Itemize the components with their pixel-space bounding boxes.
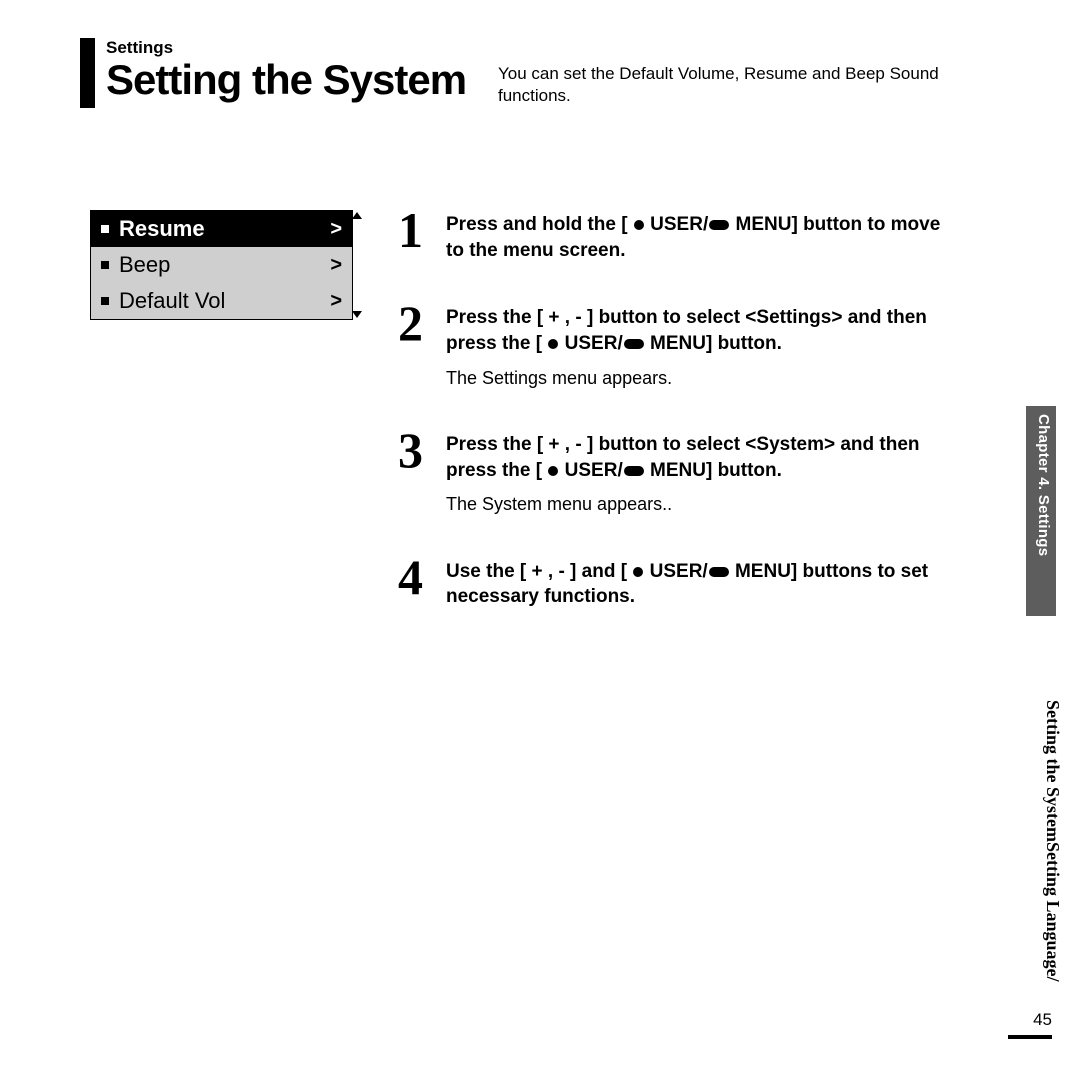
steps-list: 1Press and hold the [ USER/ MENU] button…	[398, 208, 958, 648]
left-accent-bar	[80, 38, 95, 108]
scrollbar	[352, 211, 361, 319]
pill-icon	[624, 466, 644, 476]
dot-icon	[633, 567, 643, 577]
step-number: 2	[398, 301, 446, 346]
page-number: 45	[1033, 1010, 1052, 1030]
step-number: 3	[398, 428, 446, 473]
bullet-icon	[101, 261, 109, 269]
step-body: Press and hold the [ USER/ MENU] button …	[446, 208, 958, 263]
bullet-icon	[101, 297, 109, 305]
pill-icon	[709, 220, 729, 230]
device-screenshot: Resume>Beep>Default Vol>	[90, 210, 353, 320]
step: 2Press the [ + , - ] button to select <S…	[398, 301, 958, 390]
scroll-down-icon	[352, 311, 362, 318]
step: 4Use the [ + , - ] and [ USER/ MENU] but…	[398, 555, 958, 610]
dot-icon	[548, 466, 558, 476]
step-body: Press the [ + , - ] button to select <Se…	[446, 301, 958, 390]
step-number: 4	[398, 555, 446, 600]
section-side-label: Setting the System Setting Language/	[1042, 700, 1062, 982]
chevron-right-icon: >	[330, 218, 342, 241]
dot-icon	[634, 220, 644, 230]
header: Settings Setting the System	[106, 38, 466, 104]
menu-item: Default Vol>	[91, 283, 352, 319]
chapter-tab: Chapter 4. Settings	[1026, 406, 1056, 616]
menu-item: Beep>	[91, 247, 352, 283]
step-result: The Settings menu appears.	[446, 367, 958, 390]
step-body: Use the [ + , - ] and [ USER/ MENU] butt…	[446, 555, 958, 610]
menu-item-label: Beep	[119, 252, 330, 278]
scroll-up-icon	[352, 212, 362, 219]
step-instruction: Press the [ + , - ] button to select <Se…	[446, 305, 958, 356]
step-body: Press the [ + , - ] button to select <Sy…	[446, 428, 958, 517]
menu-item-label: Default Vol	[119, 288, 330, 314]
bullet-icon	[101, 225, 109, 233]
step: 1Press and hold the [ USER/ MENU] button…	[398, 208, 958, 263]
menu-item: Resume>	[91, 211, 352, 247]
chevron-right-icon: >	[330, 290, 342, 313]
pill-icon	[709, 567, 729, 577]
step: 3Press the [ + , - ] button to select <S…	[398, 428, 958, 517]
page-number-rule	[1008, 1035, 1052, 1039]
intro-text: You can set the Default Volume, Resume a…	[498, 63, 968, 107]
step-instruction: Press the [ + , - ] button to select <Sy…	[446, 432, 958, 483]
side-line-2: Setting the System	[1042, 700, 1062, 842]
step-result: The System menu appears..	[446, 493, 958, 516]
step-instruction: Use the [ + , - ] and [ USER/ MENU] butt…	[446, 559, 958, 610]
section-label: Settings	[106, 38, 466, 58]
step-number: 1	[398, 208, 446, 253]
side-line-1: Setting Language/	[1042, 842, 1062, 982]
menu-item-label: Resume	[119, 216, 330, 242]
step-instruction: Press and hold the [ USER/ MENU] button …	[446, 212, 958, 263]
chevron-right-icon: >	[330, 254, 342, 277]
dot-icon	[548, 339, 558, 349]
pill-icon	[624, 339, 644, 349]
page-title: Setting the System	[106, 56, 466, 104]
